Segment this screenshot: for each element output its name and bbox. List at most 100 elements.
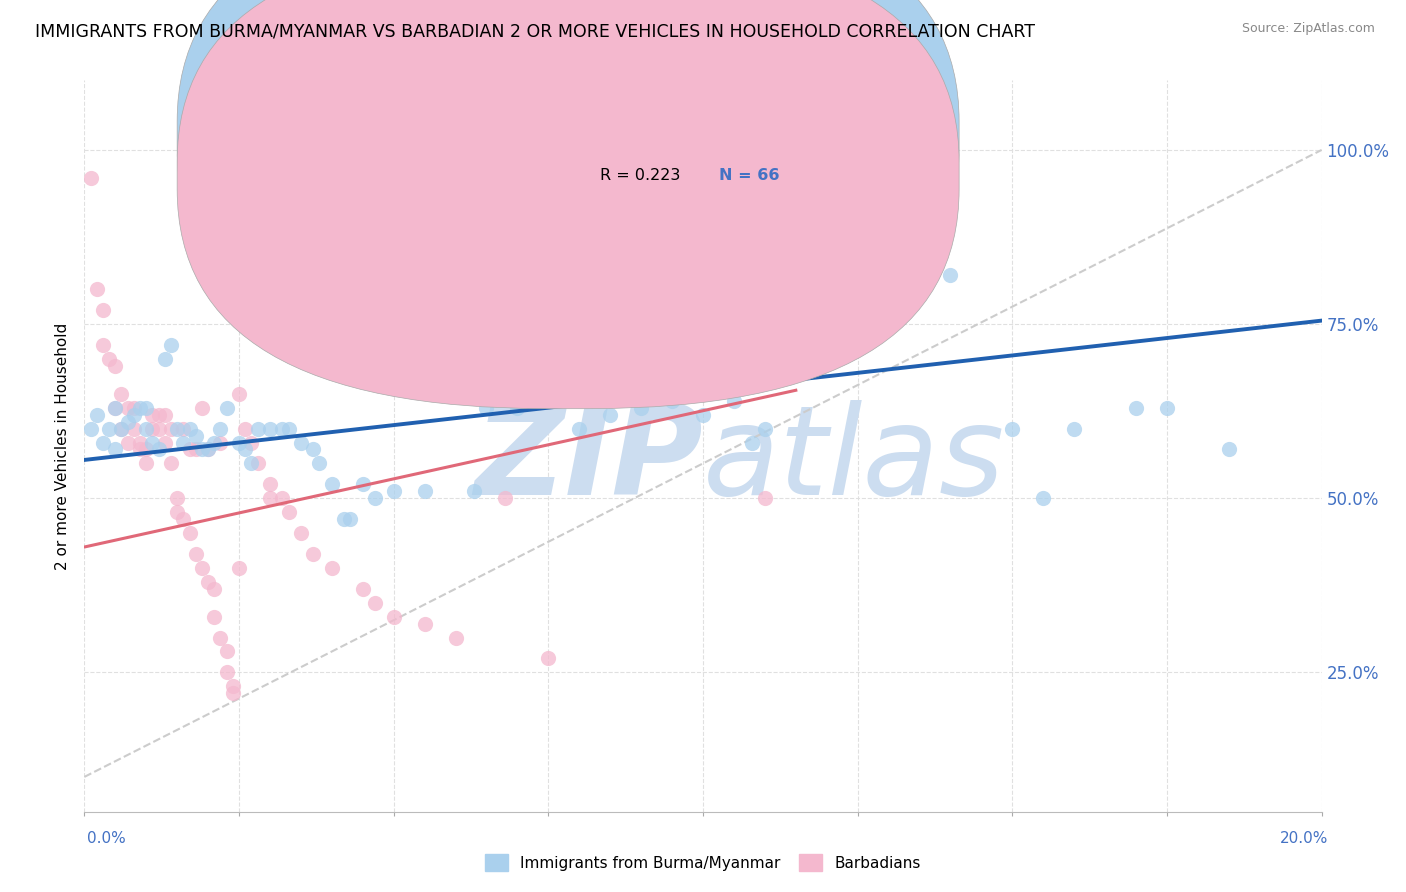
Point xyxy=(1063,421,1085,435)
Point xyxy=(172,512,194,526)
Point xyxy=(179,526,201,541)
Point xyxy=(141,421,163,435)
Point xyxy=(141,408,163,422)
Point xyxy=(86,408,108,422)
Point xyxy=(98,421,121,435)
Point xyxy=(228,435,250,450)
Point xyxy=(661,393,683,408)
Point xyxy=(122,401,145,415)
Point xyxy=(91,338,114,352)
Point xyxy=(506,401,529,415)
Point xyxy=(568,421,591,435)
Text: IMMIGRANTS FROM BURMA/MYANMAR VS BARBADIAN 2 OR MORE VEHICLES IN HOUSEHOLD CORRE: IMMIGRANTS FROM BURMA/MYANMAR VS BARBADI… xyxy=(35,22,1035,40)
FancyBboxPatch shape xyxy=(177,0,959,409)
Point xyxy=(630,401,652,415)
Point xyxy=(184,428,207,442)
Point xyxy=(413,484,436,499)
Point xyxy=(202,609,225,624)
Point xyxy=(141,435,163,450)
Point xyxy=(166,505,188,519)
Point xyxy=(148,408,170,422)
Point xyxy=(364,596,387,610)
Point xyxy=(692,408,714,422)
Point xyxy=(444,631,467,645)
Point xyxy=(197,574,219,589)
Point xyxy=(413,616,436,631)
Text: 0.0%: 0.0% xyxy=(87,831,127,846)
Point xyxy=(86,282,108,296)
Point xyxy=(339,512,361,526)
Point xyxy=(135,401,157,415)
Point xyxy=(308,457,330,471)
Point xyxy=(364,491,387,506)
Point xyxy=(444,373,467,387)
Point xyxy=(290,435,312,450)
Point xyxy=(135,442,157,457)
Point xyxy=(321,477,343,491)
Point xyxy=(110,386,132,401)
Point xyxy=(240,435,263,450)
Point xyxy=(191,442,214,457)
Point xyxy=(117,415,139,429)
Point xyxy=(184,547,207,561)
Point xyxy=(222,679,245,693)
Point xyxy=(222,686,245,700)
Point xyxy=(197,442,219,457)
Point xyxy=(382,609,405,624)
Point xyxy=(277,505,299,519)
Text: ZIP: ZIP xyxy=(474,401,703,521)
Point xyxy=(191,401,214,415)
Point xyxy=(475,401,498,415)
Point xyxy=(537,386,560,401)
Point xyxy=(197,442,219,457)
Point xyxy=(259,421,281,435)
Point xyxy=(259,491,281,506)
Point xyxy=(290,526,312,541)
Point xyxy=(271,491,294,506)
Point xyxy=(160,457,183,471)
Point xyxy=(110,421,132,435)
Point xyxy=(352,582,374,596)
Legend: Immigrants from Burma/Myanmar, Barbadians: Immigrants from Burma/Myanmar, Barbadian… xyxy=(479,848,927,877)
Point xyxy=(104,401,127,415)
Point xyxy=(333,512,356,526)
Point xyxy=(129,435,152,450)
Point xyxy=(494,491,516,506)
Point xyxy=(79,170,101,185)
Point xyxy=(148,442,170,457)
Point xyxy=(939,268,962,283)
Point xyxy=(110,421,132,435)
Point xyxy=(277,421,299,435)
Point xyxy=(104,401,127,415)
Point xyxy=(153,435,176,450)
Point xyxy=(1125,401,1147,415)
Point xyxy=(259,477,281,491)
Point xyxy=(215,401,238,415)
Point xyxy=(1032,491,1054,506)
Point xyxy=(877,261,900,276)
Point xyxy=(191,561,214,575)
Point xyxy=(209,421,232,435)
Text: N = 63: N = 63 xyxy=(718,128,779,143)
Point xyxy=(104,359,127,373)
Point xyxy=(240,457,263,471)
Point xyxy=(166,421,188,435)
Point xyxy=(537,651,560,665)
Point xyxy=(352,477,374,491)
Point xyxy=(166,491,188,506)
Point xyxy=(172,435,194,450)
Point xyxy=(104,442,127,457)
Point xyxy=(302,547,325,561)
Y-axis label: 2 or more Vehicles in Household: 2 or more Vehicles in Household xyxy=(55,322,70,570)
Point xyxy=(246,457,269,471)
Point xyxy=(228,386,250,401)
Point xyxy=(129,442,152,457)
Point xyxy=(148,421,170,435)
Point xyxy=(129,401,152,415)
Point xyxy=(209,631,232,645)
Point xyxy=(321,561,343,575)
Point xyxy=(160,421,183,435)
Point xyxy=(117,401,139,415)
Point xyxy=(209,435,232,450)
Point xyxy=(117,435,139,450)
